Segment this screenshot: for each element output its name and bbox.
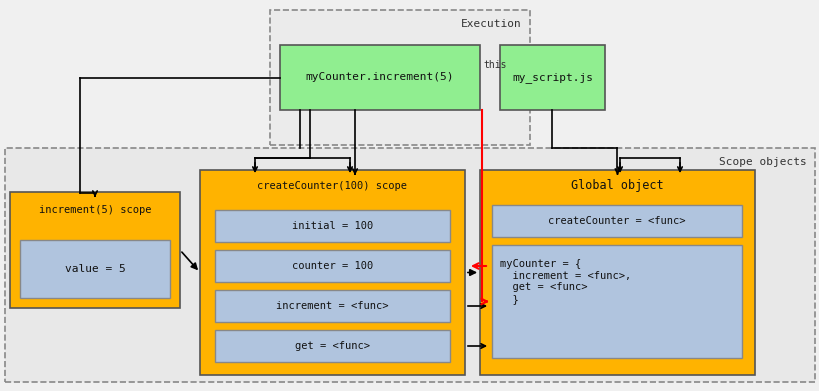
Text: counter = 100: counter = 100	[292, 261, 373, 271]
Text: createCounter = <func>: createCounter = <func>	[548, 216, 685, 226]
Text: initial = 100: initial = 100	[292, 221, 373, 231]
Bar	[5, 148, 814, 178]
Bar	[215, 250, 450, 282]
Text: Global object: Global object	[571, 179, 663, 192]
Text: my_script.js: my_script.js	[511, 72, 592, 83]
Text: myCounter.increment(5): myCounter.increment(5)	[305, 72, 454, 83]
Bar	[5, 148, 814, 382]
Text: myCounter = {
  increment = <func>,
  get = <func>
  }: myCounter = { increment = <func>, get = …	[500, 259, 631, 304]
Text: increment = <func>: increment = <func>	[276, 301, 388, 311]
Bar	[200, 170, 464, 375]
Text: Scope objects: Scope objects	[718, 157, 806, 167]
Text: value = 5: value = 5	[65, 264, 125, 274]
Bar	[269, 10, 529, 145]
Text: Execution: Execution	[460, 19, 522, 29]
Bar	[20, 240, 170, 298]
Bar	[279, 45, 479, 110]
Text: createCounter(100) scope: createCounter(100) scope	[257, 181, 407, 191]
Bar	[215, 290, 450, 322]
Bar	[491, 205, 741, 237]
Bar	[215, 330, 450, 362]
Bar	[215, 210, 450, 242]
Text: increment(5) scope: increment(5) scope	[38, 205, 151, 215]
Text: this: this	[482, 60, 506, 70]
Bar	[10, 192, 180, 308]
Bar	[500, 45, 604, 110]
Text: get = <func>: get = <func>	[295, 341, 369, 351]
Bar	[479, 170, 754, 375]
Bar	[491, 245, 741, 358]
